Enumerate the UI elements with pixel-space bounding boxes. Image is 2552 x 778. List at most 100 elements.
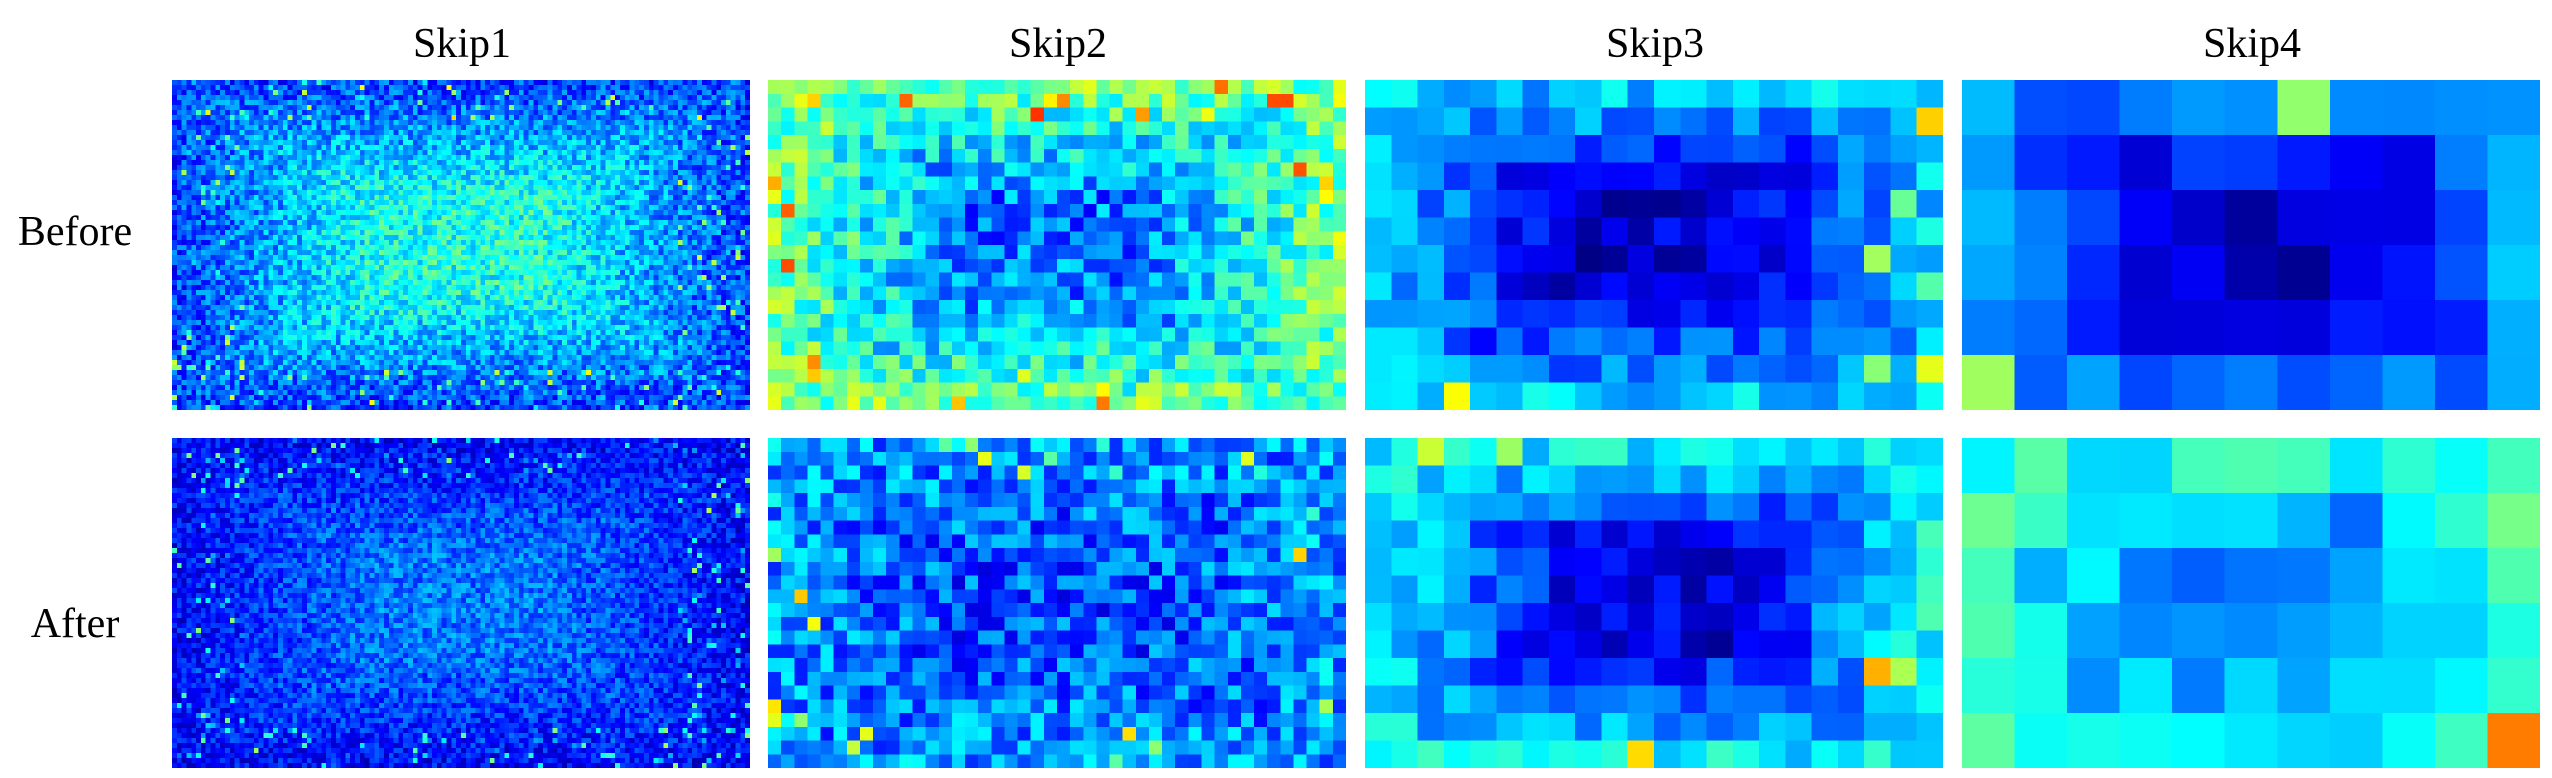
heatmap-cell [740, 130, 746, 136]
heatmap-cell [523, 80, 529, 86]
heatmap-cell [350, 145, 356, 151]
heatmap-cell [644, 235, 649, 241]
heatmap-cell [412, 215, 418, 221]
heatmap-cell [648, 120, 654, 126]
heatmap-cell [388, 125, 394, 131]
heatmap-cell [653, 185, 659, 191]
heatmap-cell [316, 240, 322, 246]
heatmap-cell [615, 175, 621, 181]
heatmap-cell [653, 160, 659, 166]
heatmap-cell [644, 220, 649, 226]
heatmap-cell [711, 165, 717, 171]
heatmap-cell [576, 115, 582, 121]
heatmap-cell [668, 80, 674, 86]
heatmap-cell [210, 255, 216, 261]
heatmap-cell [287, 230, 293, 236]
heatmap-cell [215, 180, 221, 186]
heatmap-cell [196, 140, 201, 146]
heatmap-cell [581, 275, 587, 281]
heatmap-cell [562, 100, 568, 106]
heatmap-cell [220, 235, 226, 241]
heatmap-cell [629, 265, 635, 271]
heatmap-cell [369, 185, 375, 191]
heatmap-cell [268, 250, 274, 256]
heatmap-cell [605, 180, 611, 186]
heatmap-cell [220, 140, 226, 146]
heatmap-cell [388, 260, 394, 266]
heatmap-cell [730, 95, 736, 101]
heatmap-cell [393, 175, 399, 181]
heatmap-cell [388, 235, 394, 241]
heatmap-cell [485, 140, 490, 146]
heatmap-cell [191, 180, 197, 186]
heatmap-cell [672, 200, 678, 206]
heatmap-cell [735, 200, 741, 206]
heatmap-cell [196, 235, 201, 241]
heatmap-cell [417, 145, 423, 151]
heatmap-cell [239, 200, 245, 206]
heatmap-cell [224, 110, 230, 116]
heatmap-cell [518, 110, 524, 116]
heatmap-cell [518, 275, 524, 281]
heatmap-cell [393, 105, 399, 111]
heatmap-cell [393, 115, 399, 121]
heatmap-cell [668, 245, 674, 251]
heatmap-cell [302, 280, 307, 286]
heatmap-cell [369, 190, 375, 196]
heatmap-cell [735, 125, 741, 131]
heatmap-cell [716, 140, 722, 146]
heatmap-cell [663, 160, 669, 166]
heatmap-cell [191, 195, 197, 201]
heatmap-cell [576, 250, 582, 256]
heatmap-cell [316, 135, 322, 141]
heatmap-cell [557, 80, 563, 86]
heatmap-cell [383, 285, 389, 291]
heatmap-cell [682, 85, 688, 91]
heatmap-cell [711, 250, 717, 256]
heatmap-cell [485, 105, 490, 111]
heatmap-cell [566, 175, 572, 181]
heatmap-cell [513, 200, 519, 206]
heatmap-cell [745, 240, 750, 246]
heatmap-cell [629, 145, 635, 151]
heatmap-cell [446, 270, 452, 276]
heatmap-cell [523, 195, 529, 201]
heatmap-cell [181, 185, 187, 191]
heatmap-cell [355, 230, 360, 236]
heatmap-cell [181, 275, 187, 281]
heatmap-cell [475, 275, 481, 281]
heatmap-cell [181, 180, 187, 186]
heatmap-cell [446, 240, 452, 246]
heatmap-cell [591, 160, 596, 166]
heatmap-cell [668, 210, 674, 216]
heatmap-cell [542, 130, 548, 136]
heatmap-cell [273, 170, 279, 176]
heatmap-cell [215, 240, 221, 246]
heatmap-cell [244, 225, 250, 231]
heatmap-cell [398, 105, 404, 111]
heatmap-cell [205, 175, 211, 181]
heatmap-cell [224, 185, 230, 191]
heatmap-cell [268, 245, 274, 251]
heatmap-cell [533, 260, 539, 266]
heatmap-cell [682, 235, 688, 241]
heatmap-cell [547, 165, 553, 171]
heatmap-cell [345, 270, 351, 276]
heatmap-cell [374, 280, 380, 286]
heatmap-cell [340, 150, 346, 156]
heatmap-cell [668, 100, 674, 106]
heatmap-cell [485, 225, 490, 231]
heatmap-cell [359, 215, 365, 221]
heatmap-cell [181, 255, 187, 261]
heatmap-cell [369, 115, 375, 121]
heatmap-cell [461, 195, 466, 201]
heatmap-cell [489, 190, 495, 196]
heatmap-cell [668, 95, 674, 101]
heatmap-cell [200, 285, 206, 291]
heatmap-cell [692, 190, 698, 196]
heatmap-cell [277, 185, 283, 191]
heatmap-cell [624, 170, 630, 176]
heatmap-cell [576, 155, 582, 161]
heatmap-cell [475, 260, 481, 266]
heatmap-cell [610, 125, 616, 131]
